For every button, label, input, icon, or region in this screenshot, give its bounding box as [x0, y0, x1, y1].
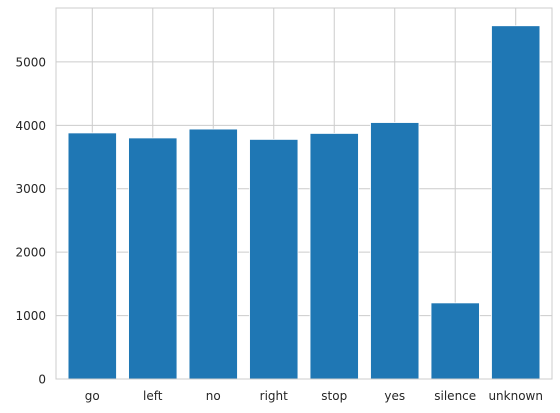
y-tick-label: 0 [38, 373, 46, 387]
x-tick-label: silence [434, 389, 476, 403]
x-tick-label: right [260, 389, 288, 403]
bar-no [189, 129, 237, 379]
y-tick-label: 2000 [15, 246, 46, 260]
bar-right [250, 139, 298, 379]
x-tick-label: go [85, 389, 100, 403]
bar-stop [310, 133, 358, 379]
bar-go [68, 133, 116, 379]
x-tick-label: yes [384, 389, 405, 403]
bar-left [129, 138, 177, 379]
x-tick-label: unknown [488, 389, 543, 403]
y-tick-label: 5000 [15, 55, 46, 69]
bar-unknown [492, 26, 540, 379]
bar-silence [431, 303, 479, 379]
y-tick-labels: 0 1000 2000 3000 4000 5000 [15, 55, 46, 386]
x-tick-label: stop [321, 389, 347, 403]
y-tick-label: 3000 [15, 182, 46, 196]
bar-yes [371, 123, 419, 379]
x-tick-label: no [206, 389, 221, 403]
y-tick-label: 1000 [15, 309, 46, 323]
y-tick-label: 4000 [15, 119, 46, 133]
x-tick-labels: go left no right stop yes silence unknown [85, 389, 543, 403]
x-tick-label: left [143, 389, 163, 403]
bars-layer [68, 26, 540, 379]
